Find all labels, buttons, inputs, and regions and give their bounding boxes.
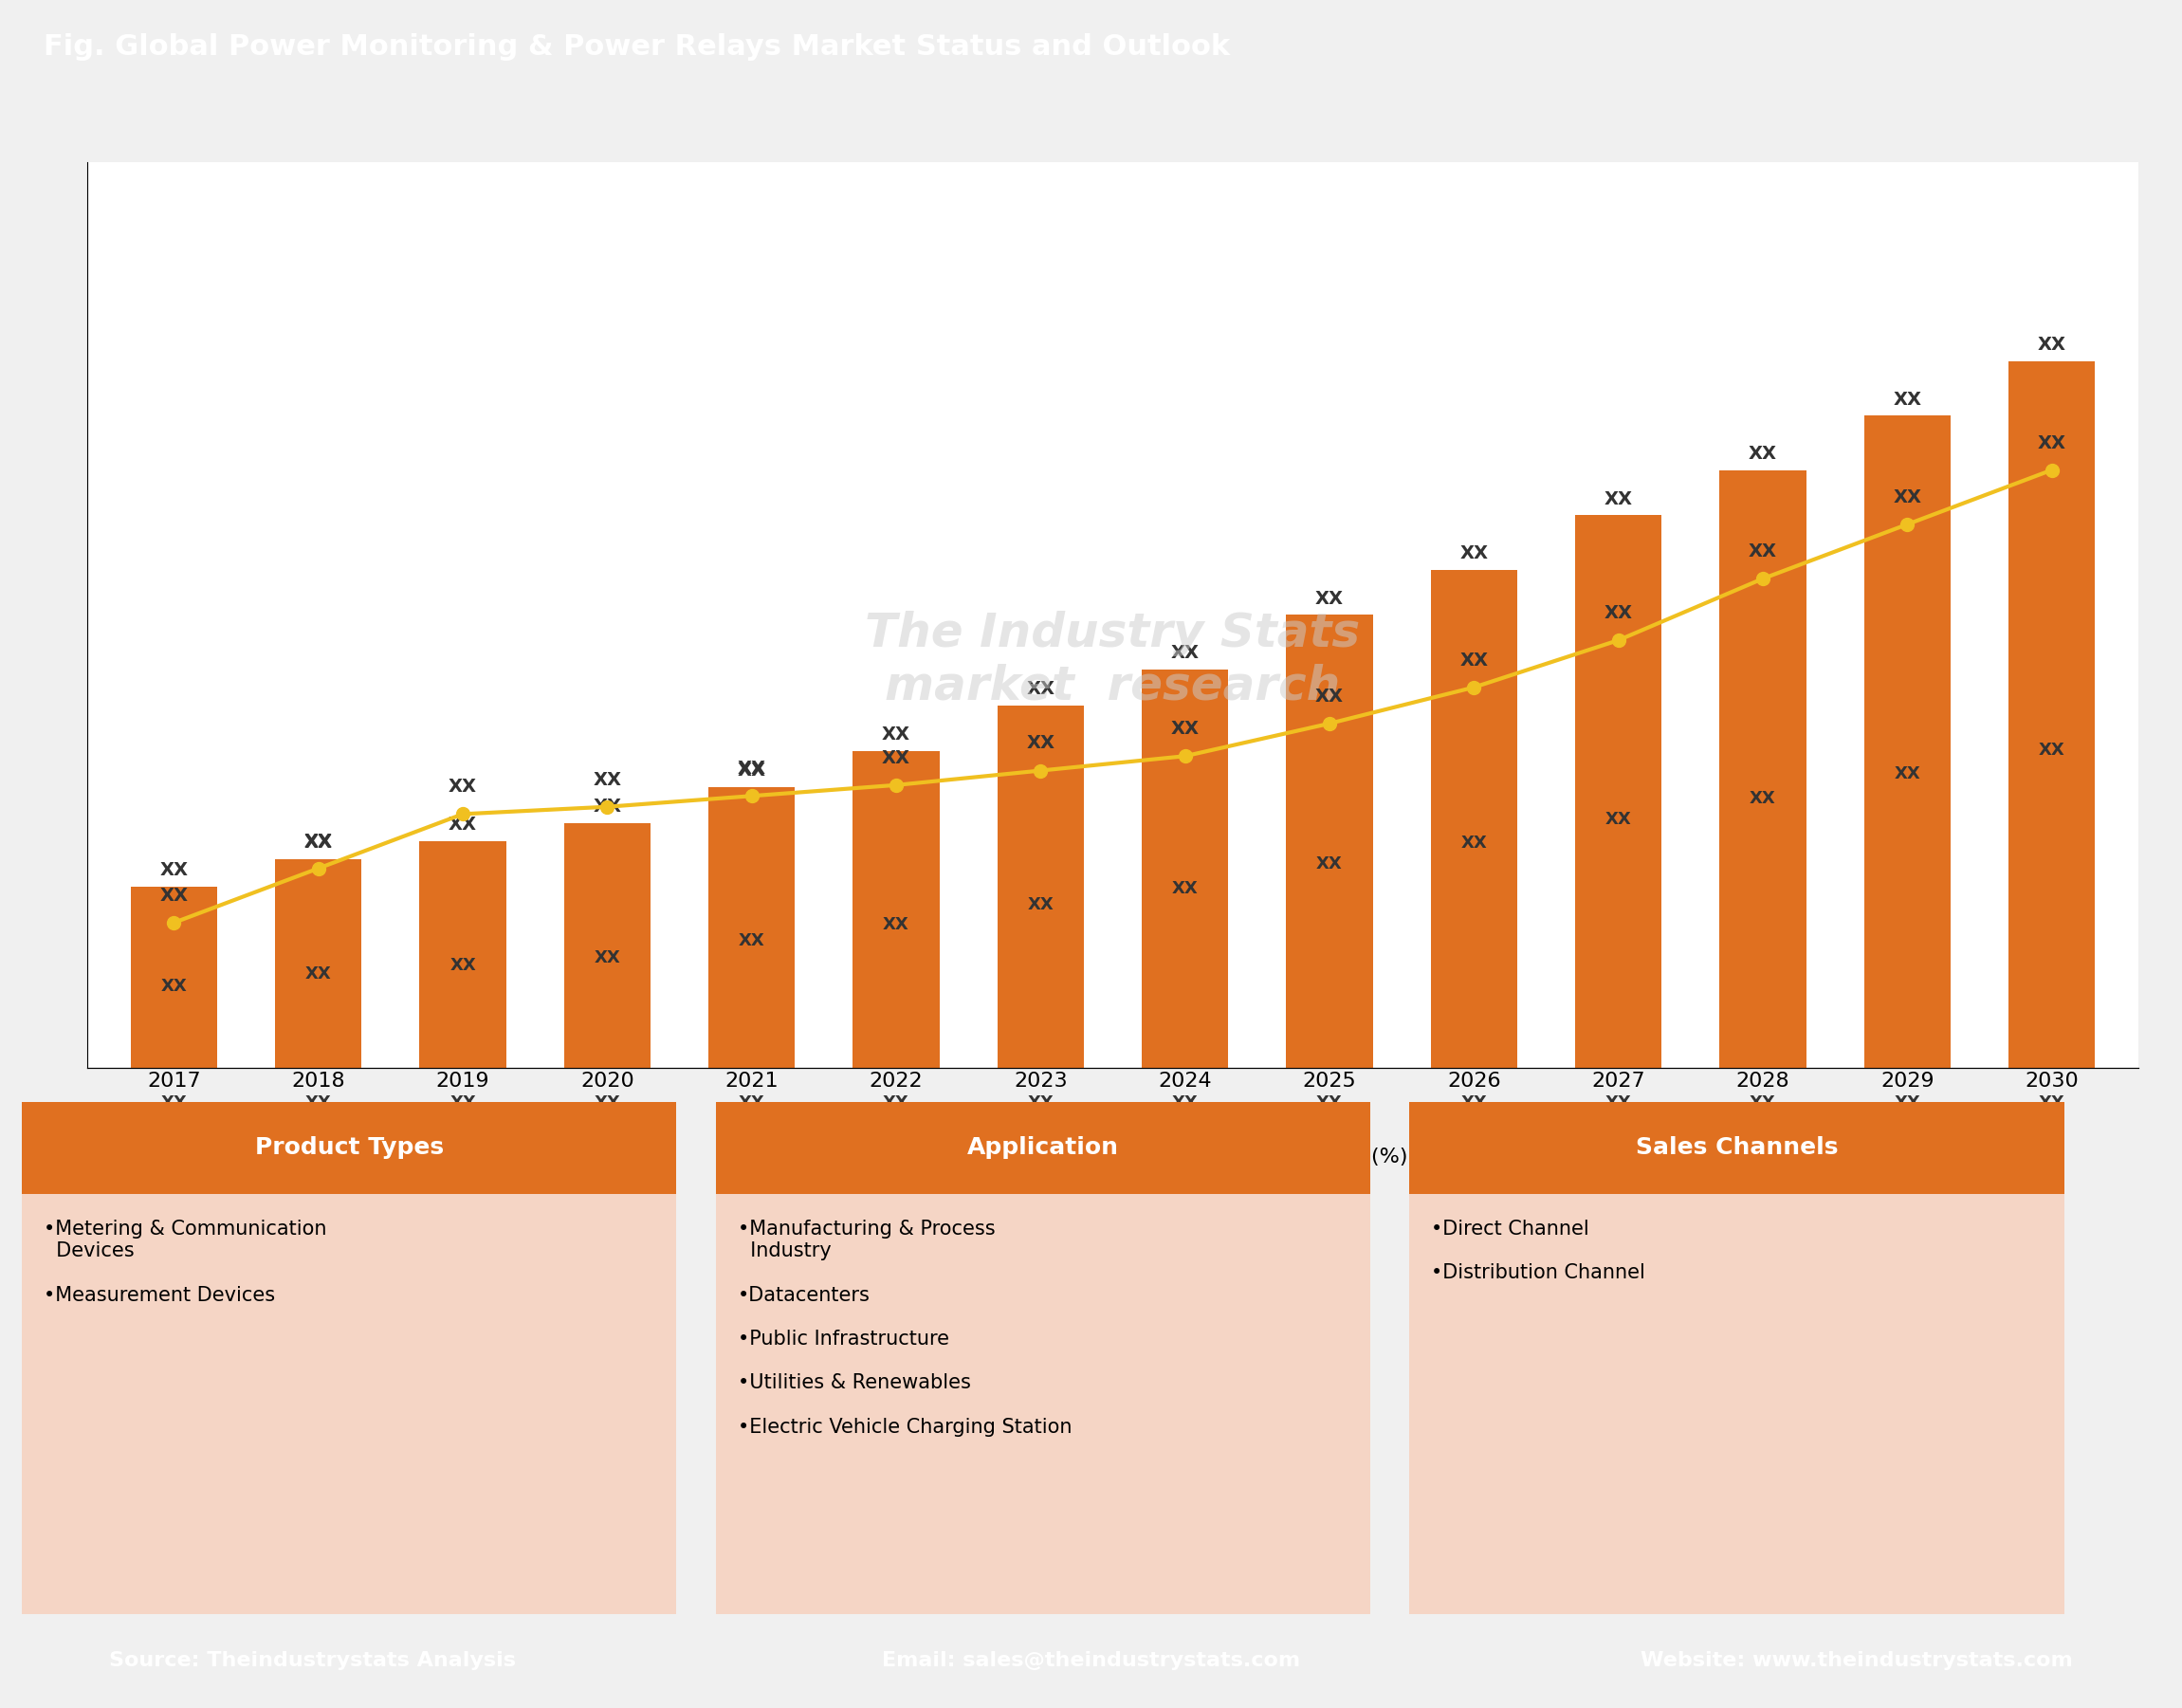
Bar — [1863, 415, 1951, 1068]
Text: Product Types: Product Types — [255, 1136, 443, 1160]
Text: XX: XX — [159, 861, 188, 880]
Bar — [131, 886, 218, 1068]
Text: Sales Channels: Sales Channels — [1636, 1136, 1837, 1160]
Text: XX: XX — [1316, 1095, 1342, 1112]
Bar — [1285, 615, 1372, 1068]
Text: XX: XX — [1606, 811, 1632, 828]
Text: XX: XX — [882, 748, 910, 767]
Bar — [709, 787, 794, 1068]
Text: XX: XX — [1026, 734, 1054, 753]
Legend: Revenue (Million $), Y-oY Growth Rate (%): Revenue (Million $), Y-oY Growth Rate (%… — [810, 1139, 1416, 1175]
Bar — [419, 840, 506, 1068]
Text: XX: XX — [161, 1095, 188, 1112]
Text: XX: XX — [1028, 1095, 1054, 1112]
Bar — [2007, 362, 2095, 1068]
Text: The Industry Stats
market  research: The Industry Stats market research — [866, 611, 1359, 709]
Text: •Direct Channel

•Distribution Channel: •Direct Channel •Distribution Channel — [1431, 1220, 1645, 1283]
Text: XX: XX — [1028, 897, 1054, 914]
Text: XX: XX — [884, 917, 910, 934]
Bar — [997, 705, 1084, 1068]
FancyBboxPatch shape — [1410, 1194, 2064, 1614]
Bar — [853, 752, 940, 1068]
Text: XX: XX — [1604, 605, 1632, 622]
Text: XX: XX — [1894, 1095, 1920, 1112]
Bar — [563, 823, 650, 1068]
Text: XX: XX — [449, 1095, 476, 1112]
Text: XX: XX — [1748, 444, 1776, 463]
Text: XX: XX — [2038, 741, 2064, 758]
Text: XX: XX — [303, 832, 332, 851]
Text: XX: XX — [159, 886, 188, 905]
Text: XX: XX — [1172, 644, 1200, 663]
Text: XX: XX — [1460, 835, 1488, 852]
FancyBboxPatch shape — [716, 1102, 1370, 1194]
Text: XX: XX — [1606, 1095, 1632, 1112]
Text: XX: XX — [1894, 488, 1922, 506]
Text: Source: Theindustrystats Analysis: Source: Theindustrystats Analysis — [109, 1652, 515, 1670]
Text: XX: XX — [1460, 1095, 1488, 1112]
FancyBboxPatch shape — [22, 1102, 676, 1194]
FancyBboxPatch shape — [22, 1194, 676, 1614]
Text: XX: XX — [738, 760, 766, 777]
Text: XX: XX — [161, 977, 188, 994]
Text: XX: XX — [1750, 791, 1776, 808]
Bar — [275, 859, 362, 1068]
Text: XX: XX — [594, 1095, 620, 1112]
Text: •Manufacturing & Process
  Industry

•Datacenters

•Public Infrastructure

•Util: •Manufacturing & Process Industry •Datac… — [738, 1220, 1071, 1436]
Text: Fig. Global Power Monitoring & Power Relays Market Status and Outlook: Fig. Global Power Monitoring & Power Rel… — [44, 32, 1231, 61]
FancyBboxPatch shape — [716, 1194, 1370, 1614]
Text: XX: XX — [2038, 336, 2066, 354]
Text: XX: XX — [594, 950, 620, 967]
Text: XX: XX — [1748, 543, 1776, 560]
Text: XX: XX — [738, 762, 766, 779]
Text: XX: XX — [1316, 856, 1342, 873]
Text: Application: Application — [967, 1136, 1119, 1160]
Text: XX: XX — [1894, 391, 1922, 408]
Text: XX: XX — [1604, 490, 1632, 507]
Text: XX: XX — [2038, 1095, 2064, 1112]
Text: XX: XX — [1460, 651, 1488, 670]
Text: XX: XX — [1316, 589, 1344, 608]
Text: Email: sales@theindustrystats.com: Email: sales@theindustrystats.com — [882, 1652, 1300, 1670]
Text: •Metering & Communication
  Devices

•Measurement Devices: •Metering & Communication Devices •Measu… — [44, 1220, 327, 1305]
Text: XX: XX — [594, 798, 622, 816]
Text: XX: XX — [594, 770, 622, 789]
Text: XX: XX — [305, 1095, 332, 1112]
FancyBboxPatch shape — [1410, 1102, 2064, 1194]
Bar — [1719, 470, 1807, 1068]
Text: XX: XX — [738, 1095, 766, 1112]
Text: XX: XX — [303, 834, 332, 852]
Text: XX: XX — [449, 777, 478, 796]
Bar — [1431, 570, 1516, 1068]
Text: XX: XX — [1894, 765, 1920, 782]
Text: XX: XX — [1172, 721, 1200, 738]
Bar — [1575, 516, 1663, 1068]
Text: XX: XX — [305, 965, 332, 982]
Bar — [1141, 670, 1228, 1068]
Text: XX: XX — [1172, 1095, 1198, 1112]
Text: XX: XX — [2038, 434, 2066, 453]
Text: XX: XX — [882, 726, 910, 743]
Text: XX: XX — [738, 933, 766, 950]
Text: XX: XX — [1172, 880, 1198, 897]
Text: XX: XX — [449, 816, 478, 834]
Text: XX: XX — [449, 956, 476, 974]
Text: Website: www.theindustrystats.com: Website: www.theindustrystats.com — [1641, 1652, 2073, 1670]
Text: XX: XX — [1026, 680, 1054, 699]
Text: XX: XX — [884, 1095, 910, 1112]
Text: XX: XX — [1750, 1095, 1776, 1112]
Text: XX: XX — [1316, 687, 1344, 705]
Text: XX: XX — [1460, 545, 1488, 562]
